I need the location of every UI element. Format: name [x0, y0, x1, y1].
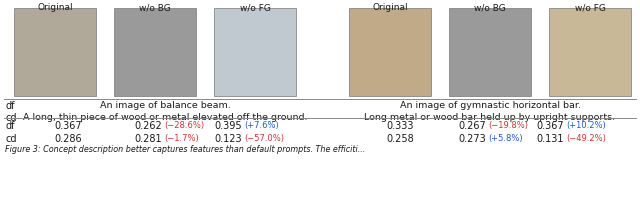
- Text: df: df: [5, 121, 15, 131]
- Text: (−19.8%): (−19.8%): [488, 121, 528, 130]
- Text: (+7.6%): (+7.6%): [244, 121, 279, 130]
- Text: (+10.2%): (+10.2%): [566, 121, 605, 130]
- Text: w/o FG: w/o FG: [575, 3, 605, 12]
- Text: 0.281: 0.281: [134, 134, 162, 144]
- Text: 0.262: 0.262: [134, 121, 162, 131]
- Bar: [549, 8, 631, 96]
- Text: (−28.6%): (−28.6%): [164, 121, 204, 130]
- Text: Figure 3: Concept description better captures features than default prompts. The: Figure 3: Concept description better cap…: [5, 145, 365, 154]
- Text: 0.395: 0.395: [214, 121, 242, 131]
- Text: Original: Original: [37, 3, 73, 12]
- Bar: [114, 8, 196, 96]
- Text: (−1.7%): (−1.7%): [164, 134, 199, 143]
- Text: Long metal or wood bar held up by upright supports.: Long metal or wood bar held up by uprigh…: [364, 113, 616, 122]
- Text: 0.273: 0.273: [458, 134, 486, 144]
- Text: w/o FG: w/o FG: [239, 3, 271, 12]
- Text: cd: cd: [5, 134, 17, 144]
- Text: 0.367: 0.367: [54, 121, 82, 131]
- Text: cd: cd: [5, 113, 17, 123]
- Text: Original: Original: [372, 3, 408, 12]
- Text: (+5.8%): (+5.8%): [488, 134, 523, 143]
- Text: An image of gymnastic horizontal bar.: An image of gymnastic horizontal bar.: [399, 101, 580, 110]
- Text: 0.131: 0.131: [536, 134, 564, 144]
- Text: 0.258: 0.258: [386, 134, 414, 144]
- Text: w/o BG: w/o BG: [474, 3, 506, 12]
- Text: (−49.2%): (−49.2%): [566, 134, 606, 143]
- Bar: [14, 8, 96, 96]
- Text: df: df: [5, 101, 15, 111]
- Text: 0.367: 0.367: [536, 121, 564, 131]
- Bar: [449, 8, 531, 96]
- Text: 0.286: 0.286: [54, 134, 82, 144]
- Text: 0.333: 0.333: [387, 121, 413, 131]
- Text: An image of balance beam.: An image of balance beam.: [100, 101, 230, 110]
- Text: (−57.0%): (−57.0%): [244, 134, 284, 143]
- Text: 0.267: 0.267: [458, 121, 486, 131]
- Bar: [349, 8, 431, 96]
- Bar: [214, 8, 296, 96]
- Text: A long, thin piece of wood or metal elevated off the ground.: A long, thin piece of wood or metal elev…: [23, 113, 307, 122]
- Text: w/o BG: w/o BG: [139, 3, 171, 12]
- Text: 0.123: 0.123: [214, 134, 242, 144]
